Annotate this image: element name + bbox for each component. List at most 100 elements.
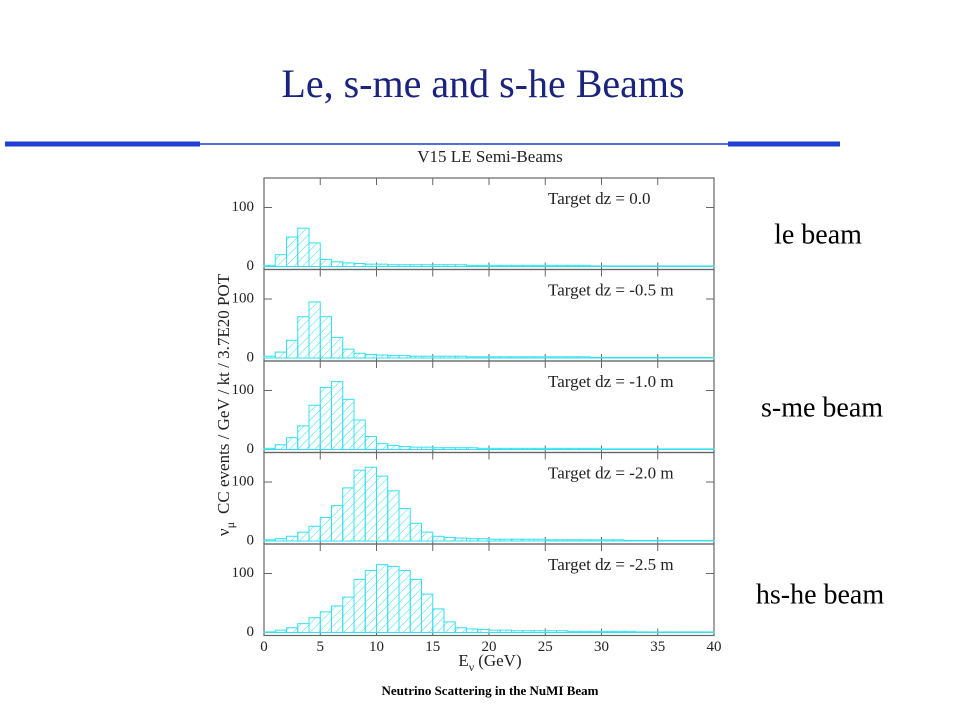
histogram-bar: [297, 623, 310, 634]
histogram-bar: [409, 355, 422, 359]
histogram-bar: [443, 621, 456, 634]
histogram-bar: [387, 264, 400, 268]
side-label: le beam: [774, 219, 862, 250]
histogram-bar: [702, 539, 715, 542]
histogram-bar: [432, 535, 445, 542]
histogram-bar: [668, 265, 681, 268]
histogram-bar: [601, 448, 614, 451]
chart-title: V15 LE Semi-Beams: [417, 147, 562, 166]
histogram-bar: [364, 353, 377, 359]
histogram-bar: [567, 630, 580, 634]
histogram-bar: [702, 448, 715, 451]
x-tick-label: 40: [707, 639, 722, 655]
histogram-bar: [646, 539, 659, 542]
histogram-bar: [623, 448, 636, 451]
histogram-bar: [556, 356, 569, 359]
histogram-bar: [533, 264, 546, 268]
histogram-bar: [466, 356, 479, 359]
histogram-bar: [409, 522, 422, 542]
histogram-bar: [533, 630, 546, 633]
histogram-bar: [387, 490, 400, 542]
histogram-bar: [679, 539, 692, 542]
histogram-bar: [342, 398, 355, 451]
histogram-bar: [634, 539, 647, 542]
histogram-bar: [274, 254, 287, 267]
histogram-bar: [286, 437, 299, 451]
histogram-bar: [679, 356, 692, 359]
histogram-bar: [421, 355, 434, 359]
histogram-bar: [353, 352, 366, 359]
histogram-bar: [263, 539, 276, 542]
histogram-bar: [691, 356, 704, 359]
histogram-bar: [499, 356, 512, 359]
histogram-bar: [398, 355, 411, 359]
histogram-bar: [623, 630, 636, 634]
y-tick-label: 100: [232, 199, 255, 215]
y-tick-label: 0: [247, 532, 255, 548]
histogram-bar: [387, 444, 400, 450]
histogram-bar: [297, 227, 310, 267]
histogram-bar: [319, 516, 332, 542]
y-tick-label: 0: [247, 349, 255, 365]
histogram-bar: [691, 265, 704, 268]
histogram-bar: [511, 356, 524, 359]
histogram-bar: [376, 564, 389, 634]
histogram-bar: [646, 631, 659, 633]
histogram-bar: [657, 539, 670, 542]
histogram-bar: [432, 447, 445, 451]
histogram-bar: [342, 262, 355, 267]
histogram-bar: [421, 446, 434, 451]
histogram-bar: [387, 355, 400, 359]
histogram-bar: [297, 425, 310, 450]
histogram-bar: [646, 448, 659, 451]
histogram-bar: [421, 531, 434, 542]
histogram-bar: [432, 608, 445, 634]
histogram-bar: [668, 631, 681, 633]
histogram-bar: [578, 356, 591, 359]
histogram-bar: [691, 448, 704, 451]
histogram-bar: [589, 539, 602, 542]
histogram-bar: [331, 605, 344, 634]
histogram-bar: [589, 447, 602, 451]
histogram-bar: [702, 356, 715, 359]
histogram-bar: [601, 630, 614, 634]
histogram-bar: [477, 447, 490, 451]
histogram-bar: [274, 538, 287, 542]
histogram-bar: [702, 265, 715, 268]
histogram-bar: [488, 629, 501, 634]
y-tick-label: 0: [247, 258, 255, 274]
histogram-bar: [522, 630, 535, 633]
panel-annotation: Target dz = 0.0: [548, 189, 651, 208]
x-tick-label: 5: [317, 639, 325, 655]
histogram-bar: [409, 264, 422, 268]
histogram-bar: [421, 264, 434, 268]
histogram-bar: [443, 355, 456, 359]
histogram-bar: [364, 466, 377, 542]
histogram-bar: [623, 356, 636, 359]
histogram-bar: [499, 538, 512, 542]
histogram-bar: [297, 531, 310, 542]
histogram-bar: [522, 447, 535, 451]
x-label-text: (GeV): [478, 651, 521, 670]
histogram-bar: [387, 565, 400, 633]
x-tick-label: 30: [594, 639, 609, 655]
histogram-bar: [331, 505, 344, 542]
footer: Neutrino Scattering in the NuMI Beam: [381, 683, 598, 698]
histogram-bar: [398, 508, 411, 542]
histogram-bar: [353, 469, 366, 542]
histogram-bar: [522, 538, 535, 542]
y-label-symbol: ν: [214, 528, 233, 536]
histogram-bar: [612, 630, 625, 634]
histogram-bar: [274, 351, 287, 359]
histogram-bar: [353, 419, 366, 450]
histogram-bar: [488, 356, 501, 359]
histogram-bar: [578, 264, 591, 268]
histogram-bar: [668, 539, 681, 542]
histogram-bar: [657, 356, 670, 359]
histogram-bar: [466, 628, 479, 634]
histogram-bar: [331, 336, 344, 359]
histogram-bar: [286, 535, 299, 542]
histogram-bar: [533, 447, 546, 451]
histogram-bar: [612, 539, 625, 542]
